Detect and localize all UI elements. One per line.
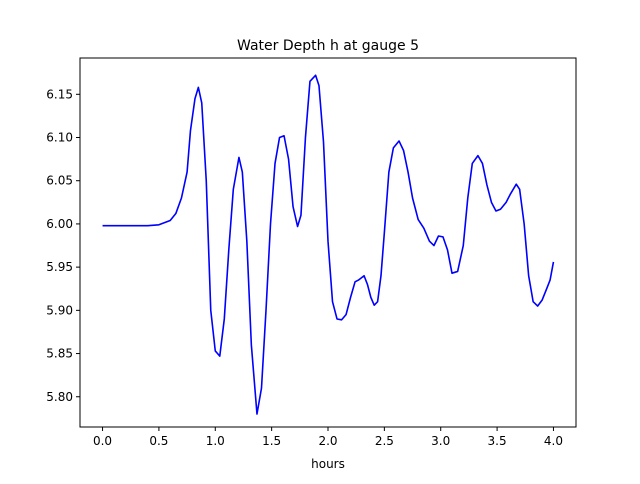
y-tick-label: 5.95 [46,260,73,274]
x-tick-label: 4.0 [544,434,563,448]
x-tick-label: 2.0 [318,434,337,448]
y-tick-label: 5.85 [46,347,73,361]
x-tick-label: 3.5 [488,434,507,448]
y-tick-label: 6.05 [46,174,73,188]
x-tick-label: 0.0 [93,434,112,448]
x-tick-label: 3.0 [431,434,450,448]
x-tick-label: 1.5 [262,434,281,448]
x-tick-label: 0.5 [149,434,168,448]
chart-title: Water Depth h at gauge 5 [237,38,419,54]
y-tick-label: 6.00 [46,217,73,231]
y-tick-label: 5.80 [46,390,73,404]
x-tick-label: 2.5 [375,434,394,448]
x-tick-label: 1.0 [206,434,225,448]
x-axis-label: hours [311,457,345,471]
series-line-0 [102,74,555,415]
plot-area: 0.0 0.5 1.0 1.5 2.0 2.5 3.0 3.5 4.0 5.80 5.85 5.90 5… [46,57,577,448]
y-tick-label: 6.15 [46,87,73,101]
y-tick-label: 5.90 [46,303,73,317]
y-tick-label: 6.10 [46,131,73,145]
